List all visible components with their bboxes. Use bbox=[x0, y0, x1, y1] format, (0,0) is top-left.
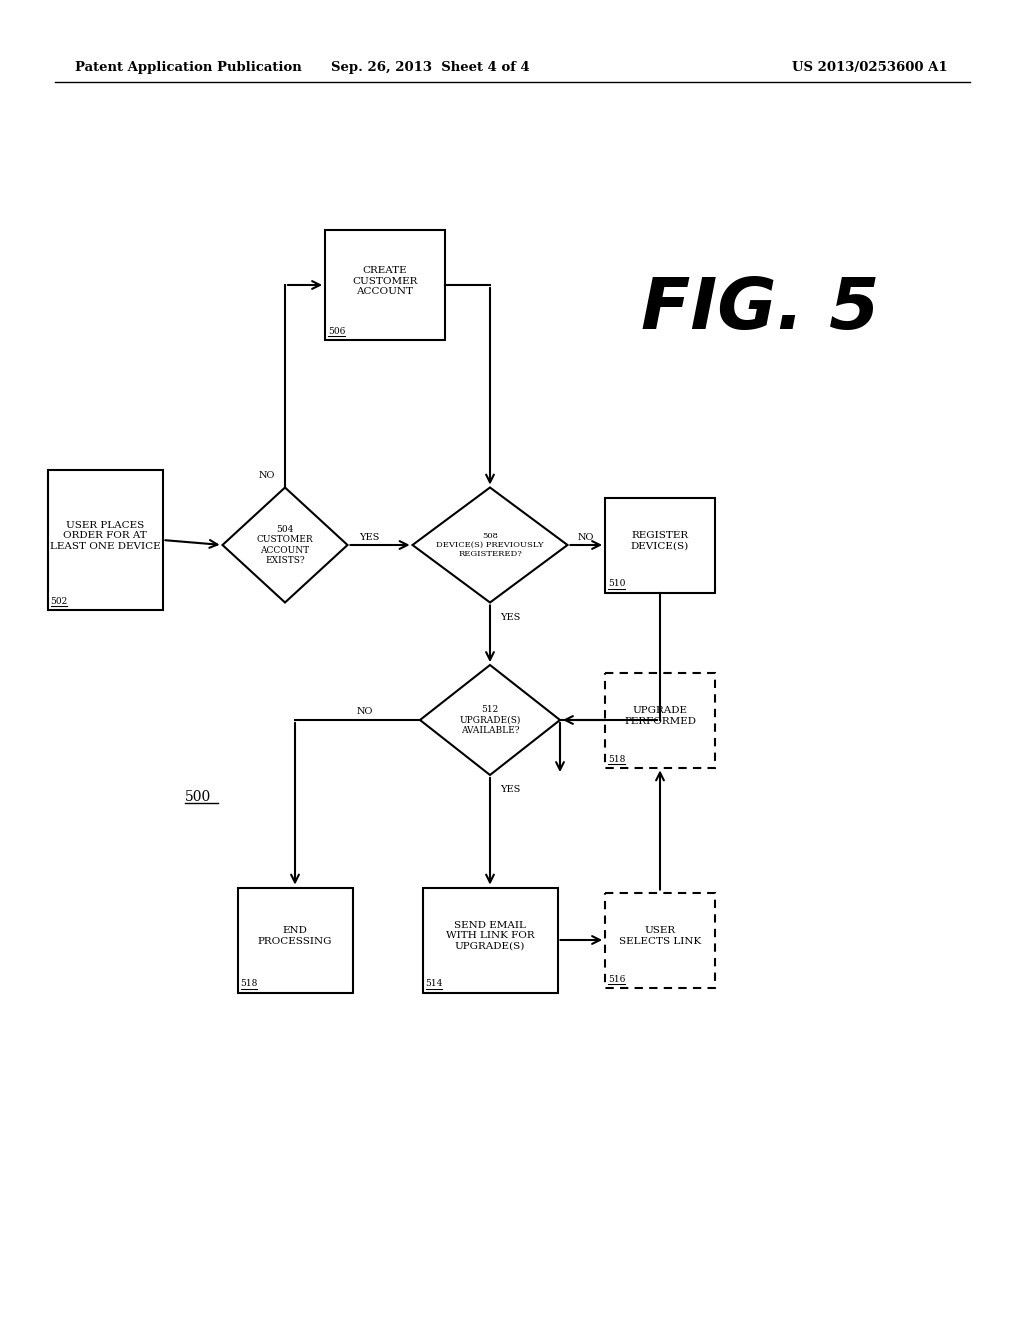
Text: 504
CUSTOMER
ACCOUNT
EXISTS?: 504 CUSTOMER ACCOUNT EXISTS? bbox=[257, 525, 313, 565]
Text: USER
SELECTS LINK: USER SELECTS LINK bbox=[618, 927, 701, 945]
Text: 502: 502 bbox=[50, 597, 68, 606]
Text: USER PLACES
ORDER FOR AT
LEAST ONE DEVICE: USER PLACES ORDER FOR AT LEAST ONE DEVIC… bbox=[50, 521, 161, 550]
Text: 510: 510 bbox=[608, 579, 626, 589]
Bar bbox=[423, 887, 557, 993]
Bar bbox=[238, 887, 352, 993]
Text: YES: YES bbox=[359, 532, 380, 541]
Text: NO: NO bbox=[578, 532, 594, 541]
Bar bbox=[605, 498, 715, 593]
Text: 516: 516 bbox=[608, 974, 626, 983]
Bar bbox=[325, 230, 445, 341]
Text: Patent Application Publication: Patent Application Publication bbox=[75, 62, 302, 74]
Bar bbox=[47, 470, 163, 610]
Bar bbox=[605, 892, 715, 987]
Text: CREATE
CUSTOMER
ACCOUNT: CREATE CUSTOMER ACCOUNT bbox=[352, 267, 418, 296]
Text: FIG. 5: FIG. 5 bbox=[641, 276, 880, 345]
Polygon shape bbox=[420, 665, 560, 775]
Text: UPGRADE
PERFORMED: UPGRADE PERFORMED bbox=[624, 706, 696, 726]
Text: 500: 500 bbox=[185, 789, 211, 804]
Text: SEND EMAIL
WITH LINK FOR
UPGRADE(S): SEND EMAIL WITH LINK FOR UPGRADE(S) bbox=[445, 921, 535, 950]
Text: YES: YES bbox=[500, 612, 520, 622]
Polygon shape bbox=[222, 487, 347, 602]
Text: 506: 506 bbox=[328, 327, 345, 337]
Text: 512
UPGRADE(S)
AVAILABLE?: 512 UPGRADE(S) AVAILABLE? bbox=[460, 705, 520, 735]
Text: YES: YES bbox=[500, 785, 520, 795]
Text: END
PROCESSING: END PROCESSING bbox=[258, 927, 332, 945]
Text: 508
DEVICE(S) PREVIOUSLY
REGISTERED?: 508 DEVICE(S) PREVIOUSLY REGISTERED? bbox=[436, 532, 544, 558]
Text: US 2013/0253600 A1: US 2013/0253600 A1 bbox=[793, 62, 948, 74]
Polygon shape bbox=[413, 487, 567, 602]
Bar bbox=[605, 672, 715, 767]
Text: 514: 514 bbox=[426, 979, 442, 989]
Text: REGISTER
DEVICE(S): REGISTER DEVICE(S) bbox=[631, 531, 689, 550]
Text: 518: 518 bbox=[608, 755, 626, 763]
Text: NO: NO bbox=[356, 708, 373, 717]
Text: Sep. 26, 2013  Sheet 4 of 4: Sep. 26, 2013 Sheet 4 of 4 bbox=[331, 62, 529, 74]
Text: NO: NO bbox=[259, 471, 275, 480]
Text: 518: 518 bbox=[241, 979, 258, 989]
